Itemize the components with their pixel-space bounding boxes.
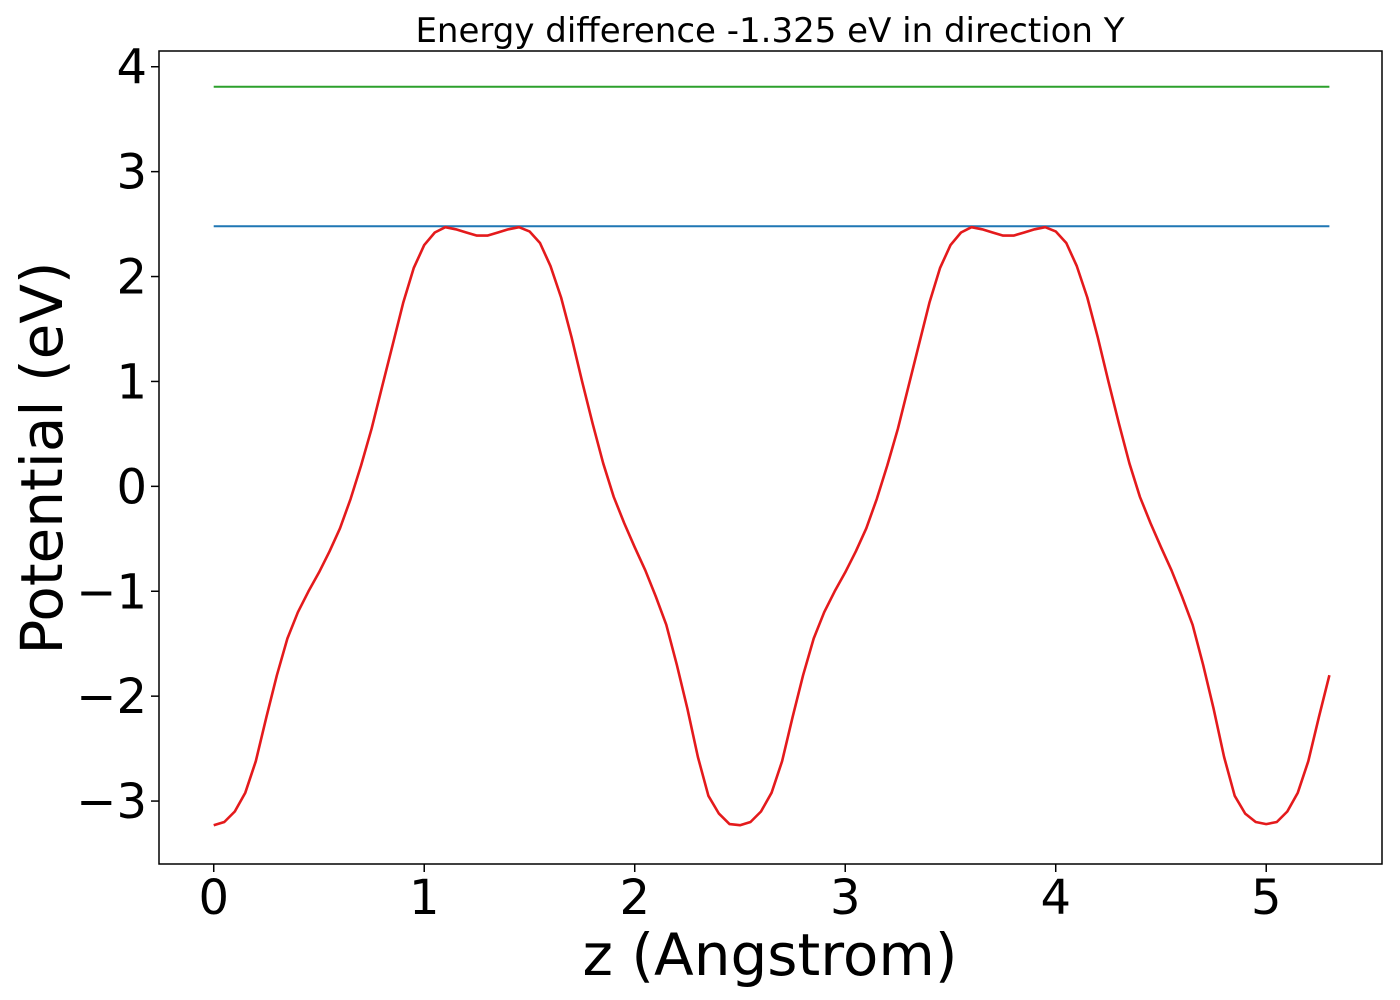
x-tick-label: 3 [830, 870, 861, 926]
x-tick-label: 0 [198, 870, 229, 926]
y-tick-label: −2 [76, 669, 147, 725]
y-axis-label: Potential (eV) [8, 261, 76, 654]
x-tick-label: 2 [619, 870, 650, 926]
y-tick-label: −1 [76, 564, 147, 620]
axes-frame [158, 50, 1383, 865]
x-tick-label: 4 [1040, 870, 1071, 926]
y-tick-label: 2 [116, 250, 147, 306]
series-line-3 [213, 225, 1331, 827]
x-tick-label: 5 [1251, 870, 1282, 926]
x-axis-label: z (Angstrom) [583, 921, 958, 989]
plot-area [213, 85, 1331, 827]
y-tick-label: −3 [76, 774, 147, 830]
y-tick-label: 4 [116, 40, 147, 96]
y-axis: −3 −2 −1 0 1 2 3 4 [76, 40, 159, 830]
y-tick-label: 0 [116, 459, 147, 515]
x-tick-label: 1 [409, 870, 440, 926]
x-axis: 0 1 2 3 4 5 [198, 864, 1281, 926]
chart-title: Energy difference -1.325 eV in direction… [415, 11, 1124, 51]
y-tick-label: 1 [116, 354, 147, 410]
y-tick-label: 3 [116, 145, 147, 201]
